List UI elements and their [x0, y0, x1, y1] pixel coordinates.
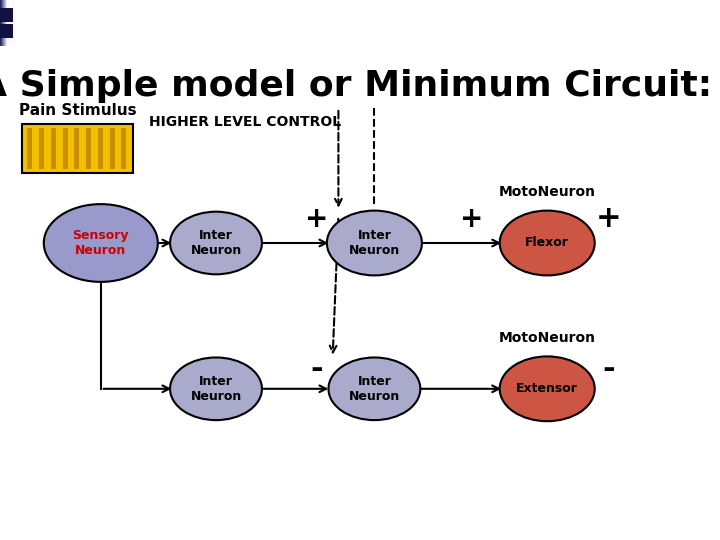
Bar — [3, 0, 11, 46]
Bar — [6, 0, 14, 46]
Bar — [1, 0, 9, 46]
Text: MotoNeuron: MotoNeuron — [499, 330, 595, 345]
Bar — [6, 0, 14, 46]
Bar — [5, 0, 13, 46]
Bar — [2, 0, 10, 46]
Bar — [5, 0, 13, 46]
Text: +: + — [305, 205, 328, 233]
Bar — [1, 0, 10, 46]
Bar — [1, 0, 9, 46]
Bar — [7, 0, 14, 46]
Bar — [6, 0, 14, 46]
Ellipse shape — [327, 211, 422, 275]
Bar — [2, 0, 10, 46]
Text: Flexor: Flexor — [526, 237, 569, 249]
Bar — [5, 0, 13, 46]
Bar — [1, 0, 9, 46]
Bar — [1, 0, 9, 46]
Bar — [27, 128, 32, 169]
Text: +: + — [460, 205, 483, 233]
Bar — [1, 0, 9, 46]
Bar — [2, 0, 10, 46]
Bar — [432, 0, 720, 46]
Bar — [1, 0, 9, 46]
Bar — [6, 0, 14, 46]
Bar — [5, 0, 13, 46]
Bar — [6, 0, 14, 46]
Text: -: - — [602, 355, 615, 384]
Text: Sensory
Neuron: Sensory Neuron — [73, 229, 129, 257]
Bar — [1, 0, 9, 46]
Bar — [51, 128, 56, 169]
Text: Pain Stimulus: Pain Stimulus — [19, 103, 136, 118]
Bar — [4, 0, 12, 46]
Bar — [5, 0, 13, 46]
Bar — [74, 128, 79, 169]
Bar — [4, 0, 12, 46]
Bar — [4, 0, 12, 46]
Bar — [4, 0, 12, 46]
Bar — [3, 0, 11, 46]
Ellipse shape — [500, 211, 595, 275]
Bar — [98, 128, 103, 169]
Ellipse shape — [500, 356, 595, 421]
Ellipse shape — [328, 357, 420, 420]
Bar — [7, 0, 15, 46]
Bar — [6, 0, 14, 46]
Text: MotoNeuron: MotoNeuron — [499, 185, 595, 199]
Bar — [4, 0, 12, 46]
Ellipse shape — [170, 357, 262, 420]
Bar — [1, 0, 9, 46]
Bar — [2, 0, 10, 46]
Bar — [6, 0, 14, 46]
Text: HIGHER LEVEL CONTROL: HIGHER LEVEL CONTROL — [149, 114, 341, 129]
Bar — [0, 0, 8, 46]
Bar — [2, 0, 10, 46]
Bar — [6, 0, 14, 46]
Bar — [0, 8, 13, 22]
Bar — [3, 0, 11, 46]
Ellipse shape — [44, 204, 158, 282]
Bar — [86, 128, 91, 169]
Bar — [0, 24, 13, 38]
Bar — [3, 0, 11, 46]
Bar — [0, 0, 8, 46]
Bar — [4, 0, 12, 46]
Bar — [122, 128, 127, 169]
Bar — [6, 0, 14, 46]
Bar — [4, 0, 12, 46]
Bar — [3, 0, 11, 46]
Bar — [4, 0, 12, 46]
Text: Inter
Neuron: Inter Neuron — [348, 375, 400, 403]
Bar — [4, 0, 12, 46]
Bar — [4, 0, 13, 46]
Bar — [4, 0, 12, 46]
Bar — [6, 0, 14, 46]
Text: A Simple model or Minimum Circuit:: A Simple model or Minimum Circuit: — [0, 70, 712, 103]
Bar — [63, 128, 68, 169]
Bar — [109, 128, 114, 169]
Bar — [39, 128, 44, 169]
Bar — [4, 0, 12, 46]
Bar — [7, 0, 15, 46]
Ellipse shape — [170, 212, 262, 274]
Text: Inter
Neuron: Inter Neuron — [190, 375, 242, 403]
Bar — [0, 0, 8, 46]
Text: +: + — [595, 204, 621, 233]
Bar — [22, 124, 133, 173]
Bar — [2, 0, 10, 46]
Bar — [1, 0, 9, 46]
Text: Inter
Neuron: Inter Neuron — [348, 229, 400, 257]
Bar — [6, 0, 14, 46]
Text: Inter
Neuron: Inter Neuron — [190, 229, 242, 257]
Bar — [1, 0, 9, 46]
Bar — [0, 0, 9, 46]
Bar — [6, 0, 14, 46]
Text: -: - — [310, 355, 323, 384]
Bar — [4, 0, 12, 46]
Text: Extensor: Extensor — [516, 382, 578, 395]
Bar — [1, 0, 9, 46]
